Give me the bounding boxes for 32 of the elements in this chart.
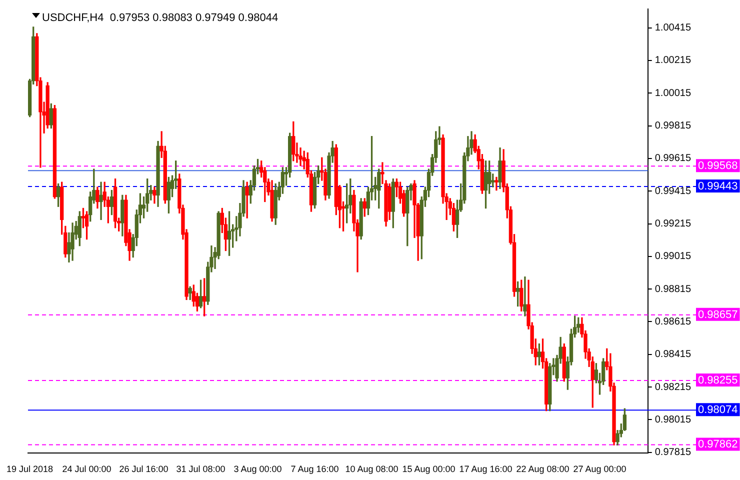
x-tick-label: 10 Aug 08:00 (345, 464, 398, 474)
y-tick-label: 0.98215 (654, 382, 692, 393)
x-tick-label: 31 Jul 08:00 (176, 464, 226, 474)
x-tick-label: 3 Aug 00:00 (234, 464, 282, 474)
y-tick-label: 1.00215 (654, 55, 692, 66)
y-tick-label: 0.98815 (654, 284, 692, 295)
ref-line-label: 0.97862 (698, 438, 738, 451)
y-tick-label: 0.98015 (654, 414, 692, 426)
y-tick-label: 0.99615 (654, 153, 692, 164)
y-tick-label: 0.98615 (654, 316, 692, 328)
y-tick-label: 0.99015 (654, 251, 692, 262)
y-tick-label: 1.00015 (654, 88, 692, 99)
y-tick-label: 0.97815 (654, 447, 692, 458)
ref-line-label: 0.99443 (698, 180, 738, 193)
x-tick-label: 19 Jul 2018 (6, 464, 54, 474)
y-tick-label: 1.00415 (654, 22, 692, 34)
y-tick-label: 0.98415 (654, 349, 692, 360)
ref-line-label: 0.98657 (698, 308, 738, 321)
x-tick-label: 15 Aug 00:00 (402, 464, 456, 474)
y-tick-label: 0.99215 (654, 218, 692, 230)
ref-line-label: 0.98074 (698, 404, 738, 416)
x-tick-label: 26 Jul 16:00 (119, 464, 168, 474)
x-tick-label: 7 Aug 16:00 (290, 464, 339, 474)
y-tick-label: 0.99415 (654, 186, 692, 197)
x-tick-label: 24 Jul 00:00 (62, 464, 112, 474)
ref-line-label: 0.98255 (698, 374, 738, 387)
y-tick-label: 0.99815 (654, 120, 692, 132)
chart-title: USDCHF,H4 0.97953 0.98083 0.97949 0.98044 (42, 12, 278, 24)
x-tick-label: 17 Aug 16:00 (459, 464, 512, 474)
x-tick-label: 22 Aug 08:00 (516, 464, 570, 474)
ref-line-label: 0.99568 (698, 160, 738, 172)
x-tick-label: 27 Aug 00:00 (573, 464, 626, 474)
